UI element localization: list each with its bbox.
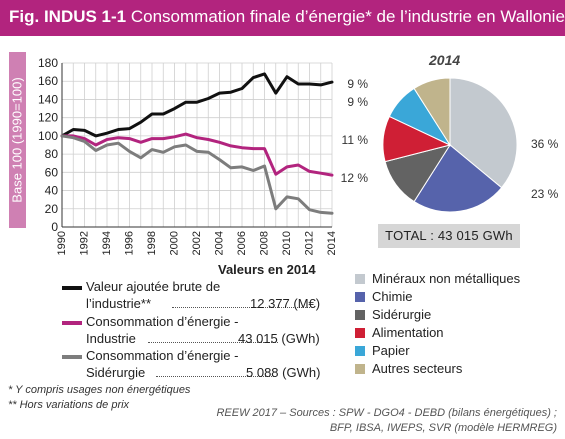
pie-slice-2 bbox=[413, 144, 503, 213]
pie-legend-swatch bbox=[355, 274, 365, 284]
pie-legend-swatch bbox=[355, 364, 365, 374]
y-tick-label: 100 bbox=[38, 129, 58, 143]
y-tick-label: 60 bbox=[45, 165, 59, 179]
pie-legend-label: Sidérurgie bbox=[372, 307, 432, 322]
pie-legend-label: Chimie bbox=[372, 289, 413, 304]
series-line-3 bbox=[60, 134, 334, 215]
legend-swatch-valeur-ajoutee bbox=[62, 286, 82, 290]
line-chart: 0 20 40 60 80 100 120 140 160 180 1990 1992 1994 1996… bbox=[38, 56, 338, 255]
pie-legend-swatch bbox=[355, 328, 365, 338]
legend-item-conso-siderurgie: Consommation d’énergie - Sidérurgie 5 08… bbox=[62, 348, 342, 382]
pie-legend-item-alimentation: Alimentation bbox=[355, 325, 444, 340]
legend-value: 12 377 (M€) bbox=[250, 296, 321, 311]
footnote-1: * Y compris usages non énergétiques bbox=[8, 384, 191, 396]
legend-value: 5 088 (GWh) bbox=[246, 365, 321, 380]
legend-label-line2: l’industrie** bbox=[86, 296, 152, 311]
y-tick-label: 40 bbox=[45, 184, 59, 198]
line-legend-title: Valeurs en 2014 bbox=[218, 262, 316, 277]
legend-leader-dots bbox=[172, 307, 310, 308]
legend-label-line1: Consommation d’énergie - bbox=[86, 314, 239, 329]
pie-legend-swatch bbox=[355, 292, 365, 302]
pie-legend-swatch bbox=[355, 346, 365, 356]
pie-legend-item-papier: Papier bbox=[355, 343, 410, 358]
series-line-1 bbox=[60, 72, 334, 138]
pie-legend-item-autres: Autres secteurs bbox=[355, 361, 462, 376]
y-tick-label: 0 bbox=[51, 220, 58, 234]
y-tick-label: 20 bbox=[45, 202, 59, 216]
figure-label: Fig. INDUS 1-1 bbox=[9, 7, 127, 26]
x-tick-label: 1992 bbox=[78, 231, 90, 255]
legend-swatch-conso-industrie bbox=[62, 321, 82, 325]
x-tick-label: 2010 bbox=[281, 231, 293, 255]
x-tick-label: 2008 bbox=[258, 231, 270, 255]
y-tick-label: 180 bbox=[38, 56, 58, 70]
x-tick-label: 2000 bbox=[168, 231, 180, 255]
pie-value-label: 9 % bbox=[347, 95, 368, 109]
x-tick-label: 1994 bbox=[101, 231, 113, 255]
x-tick-label: 2004 bbox=[213, 231, 225, 255]
pie-legend-label: Alimentation bbox=[372, 325, 444, 340]
figure-title-text: Consommation finale d’énergie* de l’indu… bbox=[130, 7, 565, 26]
x-tick-label: 2006 bbox=[236, 231, 248, 255]
pie-legend-swatch bbox=[355, 310, 365, 320]
pie-legend-label: Autres secteurs bbox=[372, 361, 463, 376]
legend-value: 43 015 (GWh) bbox=[238, 331, 320, 346]
pie-value-label: 12 % bbox=[341, 171, 369, 185]
y-tick-label: 160 bbox=[38, 74, 58, 88]
pie-legend-label: Papier bbox=[372, 343, 410, 358]
x-tick-label: 2002 bbox=[191, 231, 203, 255]
legend-label-line1: Valeur ajoutée brute de bbox=[86, 279, 221, 294]
legend-label-line2: Sidérurgie bbox=[86, 365, 146, 380]
pie-legend-item-mineraux: Minéraux non métalliques bbox=[355, 271, 520, 286]
pie-value-label: 9 % bbox=[347, 77, 368, 91]
y-tick-label: 80 bbox=[45, 147, 59, 161]
pie-value-label: 11 % bbox=[342, 133, 369, 147]
source-line-2: BFP, IBSA, IWEPS, SVR (modèle HERMREG) bbox=[329, 422, 557, 434]
series-line-2 bbox=[60, 132, 334, 177]
x-tick-label: 2014 bbox=[326, 231, 338, 255]
y-tick-label: 120 bbox=[38, 111, 58, 125]
legend-label-line1: Consommation d’énergie - bbox=[86, 348, 239, 363]
pie-slice-6 bbox=[413, 77, 451, 147]
footnote-2: ** Hors variations de prix bbox=[8, 399, 130, 411]
title-bar: Fig. INDUS 1-1 Consommation finale d’éne… bbox=[0, 0, 565, 36]
pie-legend-item-siderurgie: Sidérurgie bbox=[355, 307, 431, 322]
pie-value-label: 23 % bbox=[531, 187, 559, 201]
y-axis-label-box bbox=[9, 52, 26, 228]
legend-leader-dots bbox=[148, 342, 278, 343]
x-tick-label: 1990 bbox=[56, 231, 68, 255]
pie-year-label: 2014 bbox=[429, 52, 461, 68]
legend-item-conso-industrie: Consommation d’énergie - Industrie 43 01… bbox=[62, 314, 342, 348]
pie-value-label: 36 % bbox=[531, 137, 559, 151]
source-line-1: REEW 2017 – Sources : SPW - DGO4 - DEBD … bbox=[216, 407, 557, 419]
figure-title: Fig. INDUS 1-1 Consommation finale d’éne… bbox=[9, 7, 565, 27]
pie-legend-label: Minéraux non métalliques bbox=[372, 271, 521, 286]
x-tick-label: 2012 bbox=[303, 231, 315, 255]
pie-slice-1 bbox=[449, 77, 518, 189]
pie-total-box: TOTAL : 43 015 GWh bbox=[378, 224, 520, 248]
x-tick-label: 1996 bbox=[123, 231, 135, 255]
pie-chart: 36 % 23 % 12 % 11 % 9 % 9 % bbox=[341, 77, 559, 213]
legend-leader-dots bbox=[156, 376, 276, 377]
x-tick-label: 1998 bbox=[146, 231, 158, 255]
pie-legend-item-chimie: Chimie bbox=[355, 289, 412, 304]
legend-item-valeur-ajoutee: Valeur ajoutée brute de l’industrie** 12… bbox=[62, 279, 332, 313]
legend-swatch-conso-siderurgie bbox=[62, 355, 82, 359]
y-tick-label: 140 bbox=[38, 92, 58, 106]
legend-label-line2: Industrie bbox=[86, 331, 136, 346]
